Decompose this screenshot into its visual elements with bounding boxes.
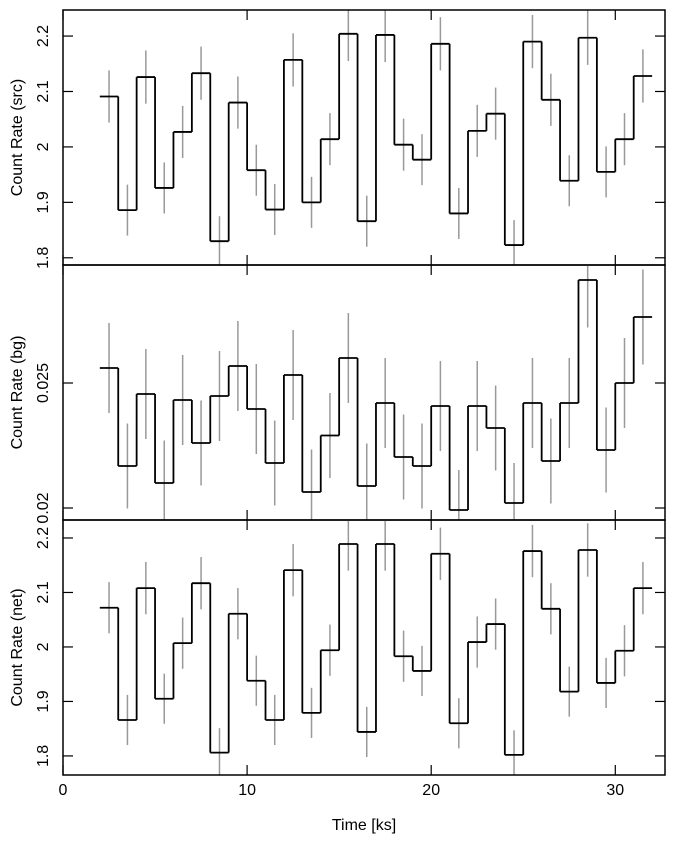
y-tick-label: 2.2	[35, 527, 52, 549]
y-tick-label: 1.9	[35, 191, 52, 213]
y-tick-label: 2	[35, 642, 52, 651]
x-tick-label: 10	[238, 782, 256, 799]
y-axis-label: Count Rate (src)	[9, 79, 26, 196]
y-axis-label: Count Rate (bg)	[9, 336, 26, 450]
y-tick-label: 2.1	[35, 581, 52, 603]
x-tick-label: 0	[59, 782, 68, 799]
plot-frame	[62, 519, 666, 776]
x-tick-label: 20	[422, 782, 440, 799]
x-tick-label: 30	[606, 782, 624, 799]
y-axis-label: Count Rate (net)	[9, 588, 26, 706]
y-tick-label: 1.8	[35, 745, 52, 767]
y-tick-label: 2.1	[35, 80, 52, 102]
y-tick-label: 1.8	[35, 247, 52, 269]
y-tick-label: 0.025	[35, 363, 52, 403]
x-axis-label: Time [ks]	[332, 817, 396, 834]
y-tick-label: 2	[35, 142, 52, 151]
y-tick-label: 0.02	[35, 492, 52, 523]
y-tick-label: 2.2	[35, 25, 52, 47]
y-tick-label: 1.9	[35, 690, 52, 712]
plot-frame	[62, 264, 666, 521]
plot-frame	[62, 9, 666, 266]
